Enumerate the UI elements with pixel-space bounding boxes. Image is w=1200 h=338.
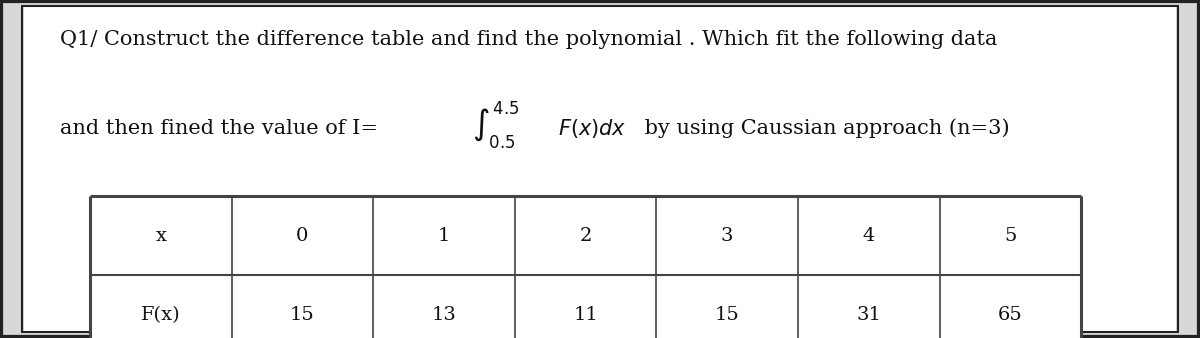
Text: 3: 3 [721,227,733,245]
Text: 13: 13 [432,306,456,324]
Bar [656,196,798,275]
Text: by using Caussian approach (n=3): by using Caussian approach (n=3) [638,119,1010,138]
Bar [90,196,232,275]
Bar [798,275,940,338]
Text: and then fined the value of I=: and then fined the value of I= [60,119,378,138]
Bar [373,196,515,275]
Text: $\int_{0.5}^{4.5}$: $\int_{0.5}^{4.5}$ [472,99,518,151]
Text: 65: 65 [998,306,1022,324]
Bar [940,196,1081,275]
FancyBboxPatch shape [24,7,1176,331]
Text: 5: 5 [1004,227,1016,245]
Text: Q1/ Construct the difference table and find the polynomial . Which fit the follo: Q1/ Construct the difference table and f… [60,30,997,49]
Bar [232,275,373,338]
Text: 31: 31 [857,306,881,324]
Text: $F(x)dx$: $F(x)dx$ [558,117,626,140]
Text: 2: 2 [580,227,592,245]
Bar [90,275,232,338]
Bar [232,196,373,275]
Text: 15: 15 [290,306,314,324]
Text: 4: 4 [863,227,875,245]
Text: 15: 15 [715,306,739,324]
Bar [940,275,1081,338]
Text: 1: 1 [438,227,450,245]
Text: 11: 11 [574,306,598,324]
Bar [798,196,940,275]
Bar [656,275,798,338]
Bar [515,275,656,338]
Bar [373,275,515,338]
Text: x: x [155,227,167,245]
Bar [515,196,656,275]
Text: F(x): F(x) [140,306,181,324]
Text: 0: 0 [296,227,308,245]
